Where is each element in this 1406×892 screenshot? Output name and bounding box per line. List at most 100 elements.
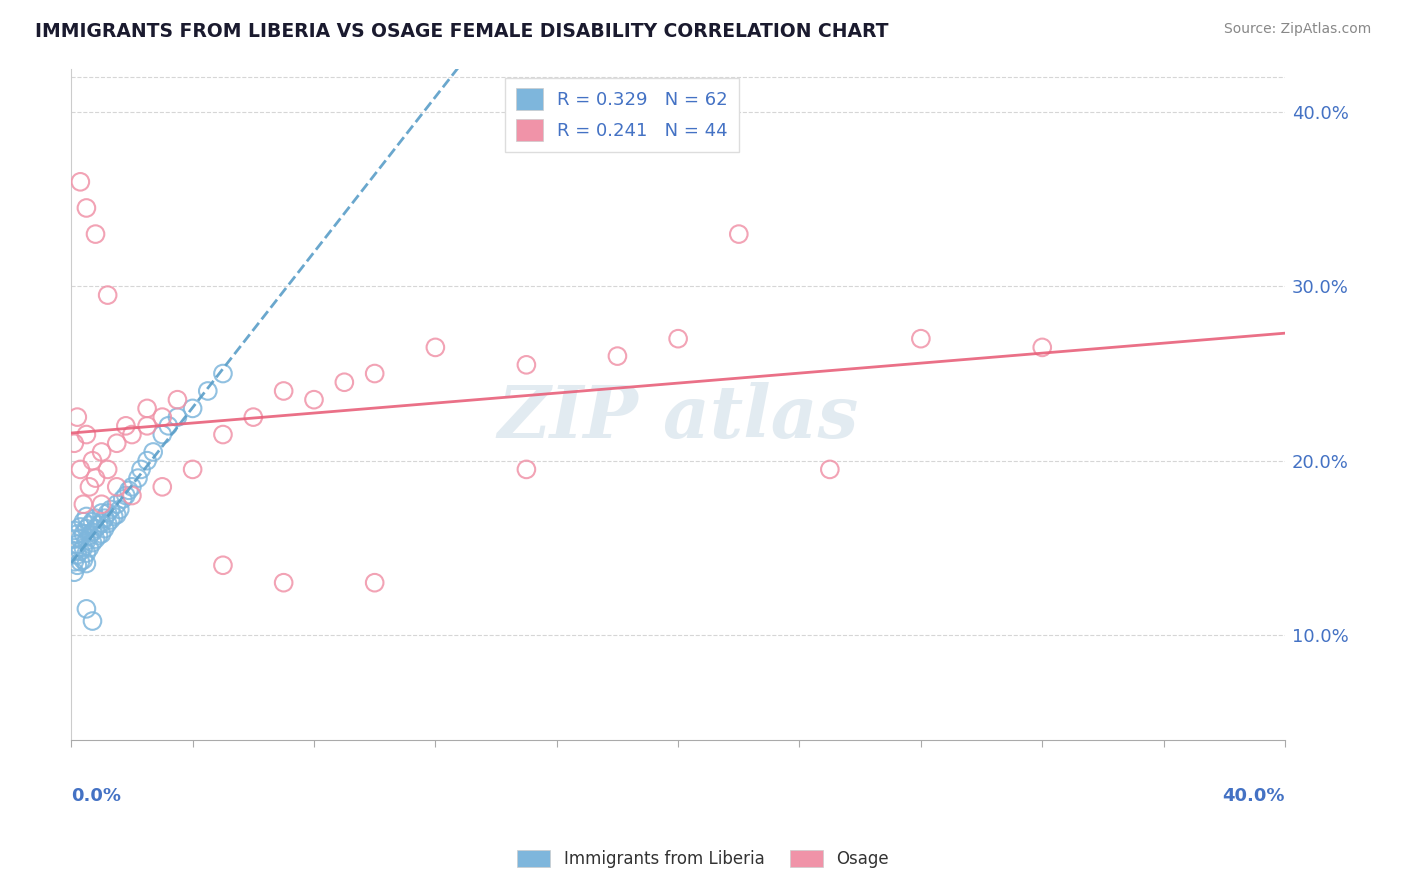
- Point: [66, 558, 89, 573]
- Point: [129, 462, 152, 476]
- Text: 0.0%: 0.0%: [72, 787, 121, 805]
- Point: [166, 392, 188, 407]
- Point: [273, 384, 295, 398]
- Point: [121, 427, 143, 442]
- Point: [90, 497, 112, 511]
- Point: [75, 509, 97, 524]
- Point: [66, 548, 89, 562]
- Point: [166, 410, 188, 425]
- Point: [425, 340, 447, 354]
- Point: [363, 367, 385, 381]
- Point: [87, 518, 110, 533]
- Point: [84, 511, 107, 525]
- Point: [136, 453, 159, 467]
- Point: [606, 349, 628, 363]
- Point: [90, 445, 112, 459]
- Point: [66, 527, 89, 541]
- Point: [150, 480, 173, 494]
- Point: [363, 575, 385, 590]
- Point: [197, 384, 219, 398]
- Point: [90, 516, 112, 531]
- Point: [136, 401, 159, 416]
- Point: [118, 483, 141, 498]
- Point: [212, 367, 235, 381]
- Point: [66, 537, 89, 551]
- Point: [97, 506, 120, 520]
- Point: [69, 520, 91, 534]
- Point: [666, 332, 689, 346]
- Point: [79, 480, 101, 494]
- Point: [79, 541, 101, 555]
- Point: [105, 480, 128, 494]
- Point: [72, 527, 94, 541]
- Point: [75, 602, 97, 616]
- Point: [63, 532, 86, 546]
- Point: [100, 513, 122, 527]
- Point: [72, 515, 94, 529]
- Point: [82, 535, 104, 549]
- Legend: Immigrants from Liberia, Osage: Immigrants from Liberia, Osage: [510, 843, 896, 875]
- Point: [84, 227, 107, 241]
- Point: [75, 201, 97, 215]
- Point: [97, 288, 120, 302]
- Point: [515, 358, 537, 372]
- Point: [727, 227, 749, 241]
- Point: [69, 544, 91, 558]
- Point: [105, 508, 128, 522]
- Point: [121, 480, 143, 494]
- Point: [105, 497, 128, 511]
- Point: [333, 376, 356, 390]
- Point: [84, 532, 107, 546]
- Point: [127, 471, 149, 485]
- Point: [63, 566, 86, 580]
- Point: [111, 491, 134, 506]
- Point: [818, 462, 841, 476]
- Point: [105, 436, 128, 450]
- Point: [87, 528, 110, 542]
- Point: [103, 509, 125, 524]
- Point: [212, 558, 235, 573]
- Point: [69, 462, 91, 476]
- Point: [63, 524, 86, 538]
- Point: [181, 462, 204, 476]
- Point: [84, 471, 107, 485]
- Point: [100, 502, 122, 516]
- Point: [910, 332, 932, 346]
- Point: [121, 489, 143, 503]
- Text: 40.0%: 40.0%: [1222, 787, 1285, 805]
- Text: Source: ZipAtlas.com: Source: ZipAtlas.com: [1223, 22, 1371, 37]
- Point: [72, 553, 94, 567]
- Point: [515, 462, 537, 476]
- Point: [97, 516, 120, 531]
- Text: IMMIGRANTS FROM LIBERIA VS OSAGE FEMALE DISABILITY CORRELATION CHART: IMMIGRANTS FROM LIBERIA VS OSAGE FEMALE …: [35, 22, 889, 41]
- Point: [1031, 340, 1053, 354]
- Y-axis label: Female Disability: Female Disability: [0, 333, 8, 475]
- Point: [69, 175, 91, 189]
- Point: [115, 489, 138, 503]
- Point: [302, 392, 325, 407]
- Point: [150, 410, 173, 425]
- Point: [90, 527, 112, 541]
- Point: [108, 502, 131, 516]
- Point: [72, 541, 94, 555]
- Point: [212, 427, 235, 442]
- Point: [97, 462, 120, 476]
- Point: [157, 418, 180, 433]
- Point: [142, 445, 165, 459]
- Point: [75, 427, 97, 442]
- Point: [82, 453, 104, 467]
- Point: [90, 506, 112, 520]
- Point: [136, 418, 159, 433]
- Point: [79, 528, 101, 542]
- Point: [75, 546, 97, 560]
- Point: [82, 614, 104, 628]
- Point: [181, 401, 204, 416]
- Point: [79, 518, 101, 533]
- Point: [82, 525, 104, 540]
- Point: [93, 511, 115, 525]
- Point: [82, 515, 104, 529]
- Point: [63, 436, 86, 450]
- Point: [75, 557, 97, 571]
- Point: [242, 410, 264, 425]
- Point: [75, 522, 97, 536]
